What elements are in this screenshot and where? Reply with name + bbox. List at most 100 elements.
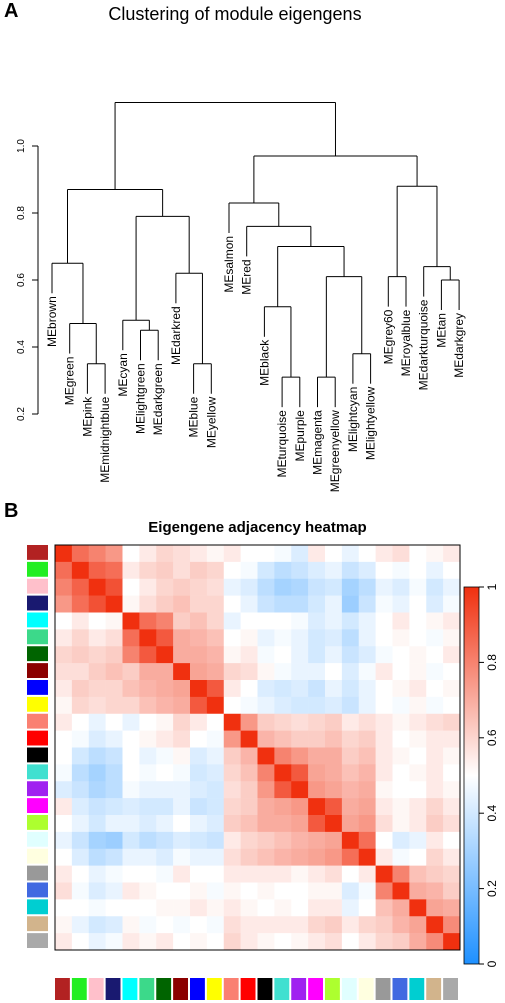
- row-color-swatch: [27, 595, 48, 611]
- heatmap-cell: [358, 899, 376, 917]
- column-color-swatch: [291, 978, 307, 1000]
- column-color-swatch: [223, 978, 239, 1000]
- heatmap-cell: [190, 578, 208, 596]
- heatmap-cell: [55, 578, 73, 596]
- heatmap-cell: [392, 545, 410, 563]
- heatmap-cell: [240, 882, 258, 900]
- panel-label-b: B: [4, 500, 19, 522]
- heatmap-cell: [375, 831, 393, 850]
- heatmap-cell: [325, 882, 343, 900]
- heatmap-cell: [223, 781, 241, 799]
- heatmap-cell: [257, 629, 275, 647]
- heatmap-cell: [240, 578, 258, 596]
- heatmap-cell: [173, 680, 191, 698]
- heatmap-cell: [139, 831, 157, 850]
- heatmap-cell: [173, 612, 191, 630]
- heatmap-cell: [223, 545, 241, 563]
- heatmap-cell: [325, 680, 343, 698]
- heatmap-cell: [426, 764, 444, 782]
- heatmap-cell: [274, 646, 292, 664]
- column-color-swatch: [206, 978, 222, 1000]
- heatmap-cell: [341, 848, 360, 866]
- heatmap-cell: [341, 629, 360, 647]
- dendrogram-leaf-label: MEmidnightblue: [98, 396, 112, 482]
- heatmap-cell: [156, 680, 174, 698]
- heatmap-cell: [375, 848, 393, 866]
- heatmap-cell: [190, 730, 208, 748]
- heatmap-cell: [274, 629, 292, 647]
- heatmap-cell: [291, 680, 309, 698]
- heatmap-cell: [274, 815, 292, 833]
- heatmap-cell: [88, 561, 106, 580]
- heatmap-cell: [173, 747, 191, 765]
- heatmap-cell: [88, 612, 106, 630]
- heatmap-cell: [358, 865, 376, 883]
- heatmap-cell: [392, 848, 410, 866]
- heatmap-cell: [190, 713, 208, 731]
- heatmap-cell: [409, 781, 427, 799]
- heatmap-cell: [325, 696, 343, 715]
- heatmap-cell: [443, 781, 461, 799]
- heatmap-cell: [139, 747, 157, 765]
- heatmap-cell: [409, 595, 427, 613]
- heatmap-cell: [257, 916, 275, 934]
- heatmap-cell: [156, 781, 174, 799]
- heatmap-cell: [206, 629, 225, 647]
- heatmap-cell: [223, 595, 241, 613]
- heatmap-cell: [308, 916, 326, 934]
- heatmap-cell: [375, 916, 393, 934]
- heatmap-cell: [358, 595, 376, 613]
- heatmap-cell: [173, 545, 191, 563]
- heatmap-cell: [156, 612, 174, 630]
- heatmap-cell: [173, 798, 191, 816]
- heatmap-cell: [55, 612, 73, 630]
- heatmap-cell: [190, 831, 208, 850]
- heatmap-cell: [139, 545, 157, 563]
- heatmap-cell: [409, 916, 427, 934]
- heatmap-cell: [325, 545, 343, 563]
- heatmap-cell: [308, 612, 326, 630]
- heatmap-cell: [240, 899, 258, 917]
- row-color-swatch: [27, 764, 48, 780]
- heatmap-cell: [308, 646, 326, 664]
- heatmap-cell: [325, 730, 343, 748]
- heatmap-cell: [206, 916, 225, 934]
- heatmap-cell: [325, 561, 343, 580]
- panel-label-a: A: [4, 0, 19, 22]
- heatmap-cell: [55, 831, 73, 850]
- heatmap-cell: [71, 646, 90, 664]
- heatmap-cell: [55, 545, 73, 563]
- heatmap-cell: [274, 595, 292, 613]
- heatmap-cell: [358, 730, 376, 748]
- heatmap-cell: [55, 882, 73, 900]
- heatmap-cell: [341, 815, 360, 833]
- heatmap-cell: [291, 612, 309, 630]
- heatmap-cell: [257, 781, 275, 799]
- heatmap-cell: [206, 561, 225, 580]
- heatmap-cell: [274, 680, 292, 698]
- heatmap-cell: [240, 916, 258, 934]
- heatmap-cell: [122, 848, 140, 866]
- heatmap-cell: [240, 781, 258, 799]
- heatmap-cell: [71, 865, 90, 883]
- heatmap-cell: [105, 680, 123, 698]
- heatmap-cell: [88, 916, 106, 934]
- heatmap-cell: [325, 646, 343, 664]
- heatmap-cell: [291, 561, 309, 580]
- heatmap-cell: [139, 680, 157, 698]
- heatmap-cell: [156, 916, 174, 934]
- heatmap-cell: [409, 680, 427, 698]
- heatmap-cell: [105, 815, 123, 833]
- heatmap-cell: [105, 831, 123, 850]
- heatmap-cell: [409, 831, 427, 850]
- heatmap-cell: [71, 696, 90, 715]
- heatmap-cell: [156, 629, 174, 647]
- row-color-swatch: [27, 781, 48, 797]
- heatmap-cell: [173, 815, 191, 833]
- heatmap-cell: [139, 612, 157, 630]
- heatmap-cell: [223, 561, 241, 580]
- heatmap-cell: [240, 663, 258, 681]
- heatmap-cell: [426, 882, 444, 900]
- heatmap-cell: [341, 730, 360, 748]
